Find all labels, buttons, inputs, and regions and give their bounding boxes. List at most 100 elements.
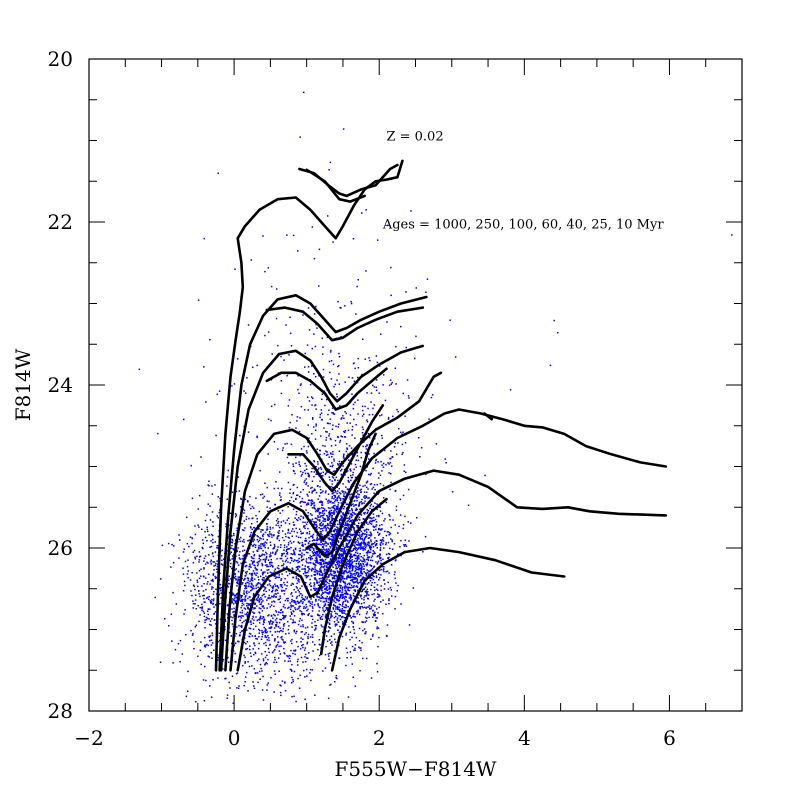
star-point <box>337 600 340 602</box>
star-point <box>372 553 374 555</box>
star-point <box>269 571 272 574</box>
star-point <box>291 530 293 532</box>
star-point <box>283 622 286 625</box>
star-point <box>247 604 250 606</box>
star-point <box>304 540 306 542</box>
star-point <box>435 443 438 445</box>
star-point <box>346 522 349 525</box>
star-point <box>268 533 271 535</box>
star-point <box>315 521 317 524</box>
star-point <box>346 546 349 548</box>
star-point <box>357 524 360 527</box>
star-point <box>280 392 283 395</box>
star-point <box>359 567 361 570</box>
star-point <box>346 562 348 565</box>
star-point <box>357 562 360 565</box>
star-point <box>243 620 245 623</box>
star-point <box>343 523 345 526</box>
star-point <box>338 492 341 494</box>
star-point <box>277 614 279 616</box>
star-point <box>259 555 261 558</box>
star-point <box>352 626 355 628</box>
star-point <box>277 522 279 524</box>
star-point <box>351 429 353 431</box>
star-point <box>302 471 304 474</box>
star-point <box>351 663 353 665</box>
star-point <box>379 510 382 512</box>
star-point <box>334 570 336 573</box>
star-point <box>387 552 390 555</box>
star-point <box>391 381 393 384</box>
star-point <box>282 589 285 592</box>
star-point <box>323 604 326 607</box>
star-point <box>351 580 354 582</box>
star-point <box>246 592 248 595</box>
star-point <box>263 577 265 579</box>
star-point <box>237 547 239 549</box>
star-point <box>328 618 330 620</box>
star-point <box>298 602 300 604</box>
star-point <box>319 571 322 573</box>
star-point <box>352 238 355 240</box>
star-point <box>230 562 232 565</box>
star-point <box>361 560 363 562</box>
star-point <box>369 517 372 519</box>
star-point <box>357 568 359 571</box>
star-point <box>240 498 243 501</box>
star-point <box>249 526 252 528</box>
star-point <box>291 663 293 666</box>
star-point <box>341 597 343 599</box>
star-point <box>353 512 355 514</box>
star-point <box>343 506 346 508</box>
star-point <box>302 573 305 575</box>
star-point <box>207 581 209 583</box>
star-point <box>375 572 378 575</box>
star-point <box>345 443 348 445</box>
star-point <box>262 550 264 552</box>
star-point <box>350 504 353 507</box>
star-point <box>352 407 355 410</box>
star-point <box>234 543 236 545</box>
star-point <box>281 487 283 490</box>
star-point <box>337 608 340 611</box>
star-point <box>363 502 365 504</box>
star-point <box>190 590 192 592</box>
star-point <box>381 437 383 439</box>
star-point <box>333 603 335 606</box>
star-point <box>367 591 369 593</box>
star-point <box>260 538 262 540</box>
star-point <box>369 522 371 525</box>
star-point <box>239 540 241 543</box>
star-point <box>351 377 354 379</box>
star-point <box>310 471 313 473</box>
star-point <box>325 450 327 452</box>
star-point <box>293 649 295 652</box>
star-point <box>355 573 358 575</box>
star-point <box>319 480 321 482</box>
star-point <box>244 608 247 610</box>
star-point <box>334 534 336 536</box>
star-point <box>237 576 239 578</box>
star-point <box>403 470 405 472</box>
star-point <box>211 533 213 536</box>
star-point <box>212 573 215 575</box>
star-point <box>273 487 276 490</box>
star-point <box>204 555 207 557</box>
star-point <box>297 589 299 591</box>
star-point <box>257 548 260 550</box>
star-point <box>324 609 327 612</box>
star-point <box>339 581 342 583</box>
star-point <box>198 556 201 558</box>
star-point <box>207 530 209 533</box>
star-point <box>343 577 346 580</box>
star-point <box>337 527 339 529</box>
star-point <box>345 632 347 635</box>
star-point <box>356 526 358 528</box>
star-point <box>350 503 353 506</box>
star-point <box>313 257 316 260</box>
star-point <box>366 486 368 489</box>
star-point <box>353 585 355 587</box>
star-point <box>280 521 283 523</box>
star-point <box>343 567 346 569</box>
star-point <box>336 393 338 395</box>
